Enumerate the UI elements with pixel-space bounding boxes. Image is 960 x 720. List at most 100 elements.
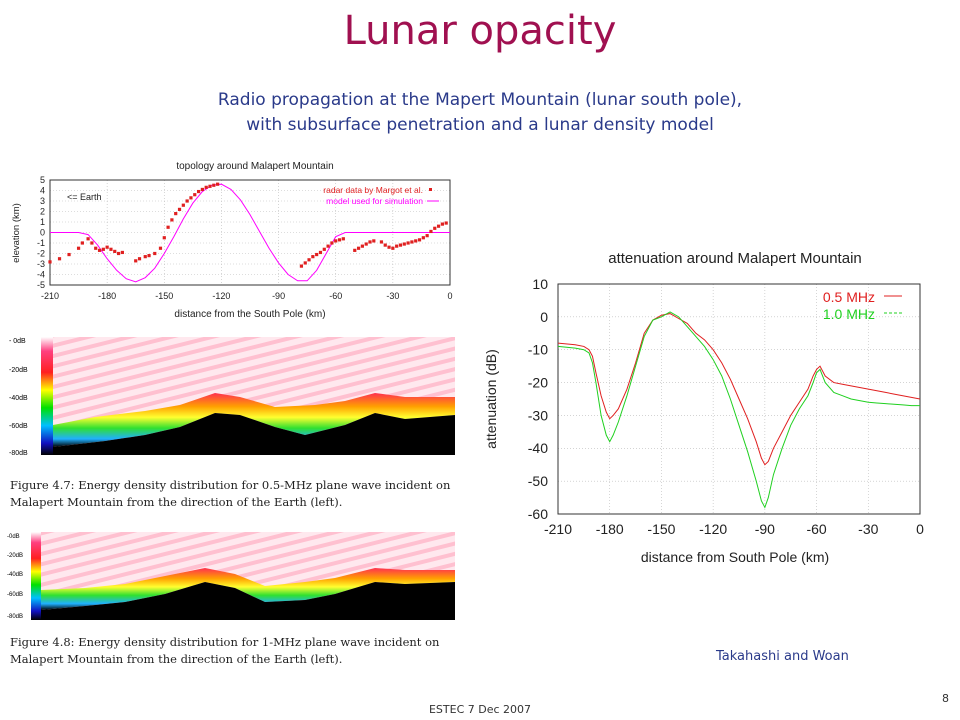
radar-point [356,246,361,250]
radar-point [153,251,157,256]
figure-4-8-caption: Figure 4.8: Energy density distribution … [10,635,440,666]
earth-annotation: <= Earth [67,192,102,202]
radar-point [200,187,204,192]
radar-point [318,250,323,255]
y-tick-label: 1 [40,217,45,227]
radar-point [181,203,185,207]
x-tick-label: -120 [699,521,727,537]
radar-point [147,254,151,258]
radar-point [105,245,109,249]
y-tick-label: 3 [40,196,45,206]
radar-point [204,185,208,189]
radar-series [48,182,448,268]
y-tick-label: 0 [40,228,45,238]
x-tick-label: -210 [41,291,59,301]
colorbar [41,337,53,455]
y-tick-label: 10 [532,276,548,292]
colorbar [31,532,41,620]
radar-point [326,244,330,248]
x-tick-label: -180 [98,291,116,301]
y-tick-label: -30 [528,407,548,423]
colorbar-label: -0dB [7,534,20,540]
series-0-5mhz-line [557,313,921,466]
legend-0-5mhz-label: 0.5 MHz [823,289,875,305]
x-tick-label: -90 [272,291,285,301]
x-tick-label: -90 [755,521,775,537]
radar-point [94,246,98,250]
y-tick-label: -2 [37,249,45,259]
radar-point [189,196,193,200]
radar-point [80,241,84,245]
radar-point [391,246,395,250]
radar-point [170,218,174,222]
x-tick-label: -150 [647,521,675,537]
radar-point [109,247,113,251]
radar-point [360,244,364,248]
radar-point [208,184,212,188]
y-tick-label: -20 [528,374,548,390]
legend-1-0mhz-label: 1.0 MHz [823,306,875,322]
y-tick-label: 0 [540,309,548,325]
x-tick-label: 0 [447,291,452,301]
radar-point [303,261,307,265]
radar-point [353,248,357,252]
x-tick-label: -180 [596,521,624,537]
radar-point [379,240,384,244]
radar-point [322,247,326,251]
x-tick-label: -150 [155,291,173,301]
wave-band [53,393,455,447]
radar-point [216,182,220,186]
colorbar-label: - 0dB [9,338,26,345]
series-1-0mhz-line [557,311,920,509]
x-tick-labels: -210 -180 -150 -120 -90 -60 -30 0 [544,521,924,537]
radar-point [334,239,338,243]
y-tick-label: -5 [37,280,45,290]
topology-chart: topology around Malapert Mountain 543210… [11,161,453,320]
radar-point [193,193,197,197]
figure-4-7-caption: Figure 4.7: Energy density distribution … [10,478,451,509]
radar-point [143,255,147,259]
radar-point [410,240,414,244]
x-tick-labels: -210 -180 -150 -120 -90 -60 -30 0 [41,291,453,301]
x-tick-label: -60 [806,521,826,537]
radar-point [307,258,311,262]
colorbar-label: -80dB [7,614,23,620]
radar-point [425,234,429,238]
x-axis-label: distance from the South Pole (km) [174,309,325,320]
radar-point [196,189,201,194]
radar-point [116,251,121,256]
radar-point [440,222,444,226]
radar-point [90,241,94,245]
y-tick-label: -3 [37,259,45,269]
footer-text: ESTEC 7 Dec 2007 [428,703,532,716]
radar-point [76,246,81,250]
wave-band [41,568,455,610]
radar-point [86,237,90,241]
legend-radar-label: radar data by Margot et al. [323,185,423,195]
radar-point [398,243,403,247]
radar-point [120,250,124,255]
radar-point [97,248,102,252]
radar-point [372,239,376,243]
colorbar-label: -80dB [9,450,28,457]
radar-point [67,252,71,257]
radar-point [429,229,433,234]
legend-model-label: model used for simulation [326,196,423,206]
legend-radar-swatch [429,188,432,191]
radar-point [315,252,319,257]
x-tick-label: -210 [544,521,572,537]
radar-point [185,199,189,203]
series-lines [557,311,921,509]
y-tick-label: 4 [40,186,45,196]
y-tick-label: -1 [37,238,45,248]
y-axis-label: elevation (km) [11,203,22,263]
radar-point [436,224,441,228]
credit-text: Takahashi and Woan [716,649,849,664]
radar-point [395,244,399,248]
radar-point [330,241,334,245]
radar-point [48,260,52,264]
radar-point [134,259,138,263]
radar-point [137,257,142,261]
radar-point [433,226,437,230]
